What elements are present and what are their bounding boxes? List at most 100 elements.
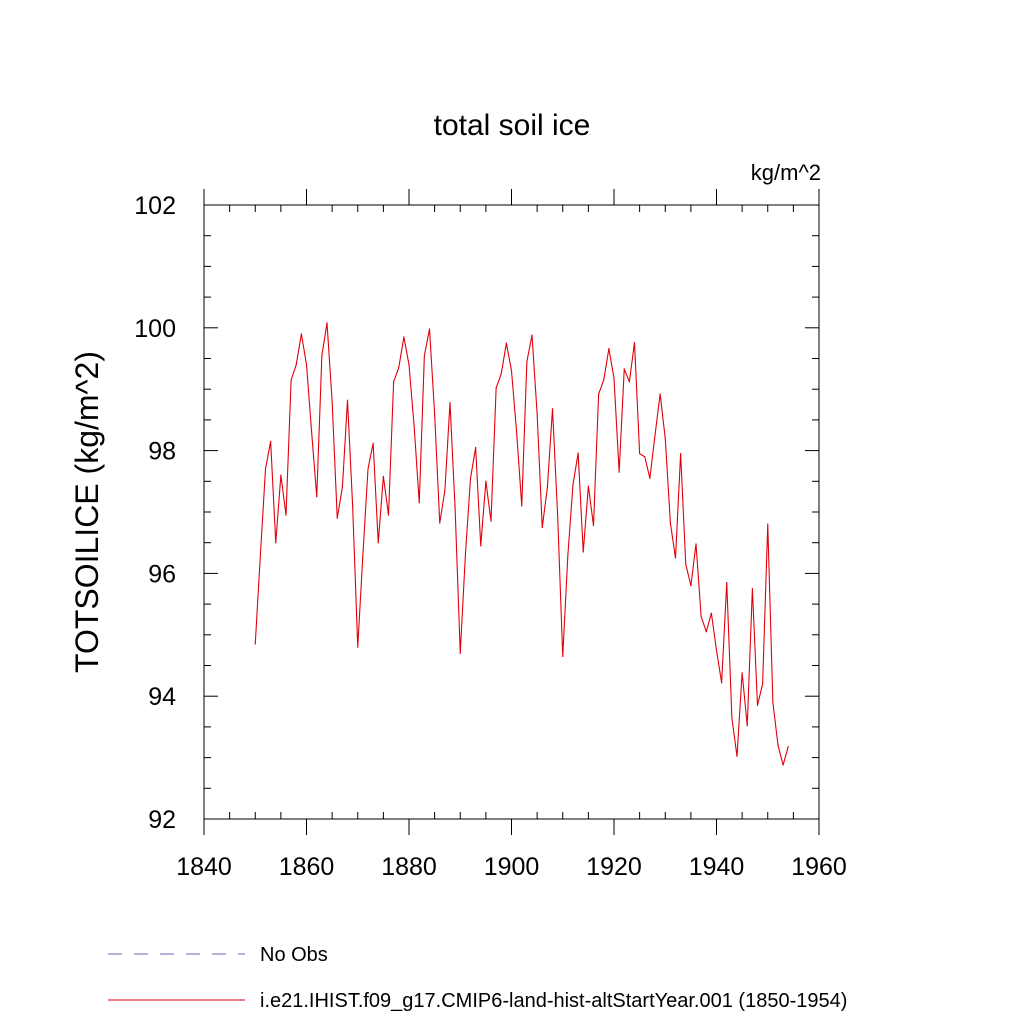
data-point bbox=[562, 655, 564, 657]
data-point bbox=[367, 468, 369, 470]
data-point bbox=[649, 477, 651, 479]
data-point bbox=[341, 486, 343, 489]
data-point bbox=[787, 745, 789, 748]
data-point bbox=[418, 502, 420, 504]
data-point bbox=[777, 744, 779, 746]
data-point bbox=[526, 360, 528, 363]
data-point bbox=[423, 354, 425, 357]
data-point bbox=[346, 399, 349, 401]
data-point bbox=[300, 333, 302, 335]
data-point bbox=[480, 545, 482, 547]
data-point bbox=[608, 348, 610, 350]
data-point bbox=[674, 557, 677, 559]
legend: No Obs i.e21.IHIST.f09_g17.CMIP6-land-his… bbox=[108, 944, 847, 1012]
data-point bbox=[603, 379, 605, 381]
data-point bbox=[731, 717, 733, 719]
data-point bbox=[572, 483, 574, 485]
data-point bbox=[505, 342, 507, 344]
data-point bbox=[623, 368, 625, 370]
data-point bbox=[639, 453, 641, 455]
data-point bbox=[464, 554, 466, 556]
x-tick-label: 1960 bbox=[791, 853, 847, 881]
data-point bbox=[690, 585, 692, 587]
data-point bbox=[280, 474, 282, 476]
y-tick-label: 102 bbox=[134, 192, 176, 220]
data-point bbox=[311, 431, 313, 433]
y-axis-label: TOTSOILICE (kg/m^2) bbox=[69, 351, 105, 673]
data-point bbox=[680, 453, 682, 455]
data-point bbox=[475, 446, 477, 449]
data-point bbox=[782, 764, 784, 766]
y-tick-label: 94 bbox=[148, 683, 176, 711]
data-point bbox=[557, 514, 559, 516]
data-point bbox=[721, 682, 723, 684]
data-point bbox=[654, 434, 656, 436]
data-point bbox=[321, 354, 323, 357]
data-point bbox=[331, 400, 333, 403]
data-point bbox=[582, 551, 584, 553]
data-point bbox=[705, 631, 707, 633]
data-point bbox=[767, 523, 769, 525]
data-point bbox=[726, 582, 728, 584]
data-point bbox=[700, 615, 702, 617]
x-tick-label: 1940 bbox=[689, 853, 745, 881]
data-point bbox=[398, 367, 400, 369]
legend-label: No Obs bbox=[260, 944, 328, 966]
data-point bbox=[751, 588, 753, 590]
data-point bbox=[285, 514, 287, 516]
data-point bbox=[664, 437, 666, 439]
data-point bbox=[587, 485, 589, 487]
data-point bbox=[459, 652, 461, 654]
data-point bbox=[259, 554, 261, 556]
data-point bbox=[336, 517, 338, 519]
data-point bbox=[352, 505, 354, 507]
data-point bbox=[357, 646, 359, 648]
data-point bbox=[434, 413, 436, 415]
data-point bbox=[270, 440, 272, 442]
data-point bbox=[316, 496, 318, 498]
data-point bbox=[326, 322, 328, 324]
data-point bbox=[254, 643, 256, 645]
data-point bbox=[633, 341, 636, 344]
y-tick-label: 100 bbox=[134, 315, 176, 343]
data-point bbox=[741, 672, 743, 674]
data-point bbox=[305, 364, 308, 366]
plot-frame bbox=[203, 204, 820, 820]
series-layer bbox=[254, 322, 789, 766]
data-point bbox=[490, 520, 492, 522]
data-point bbox=[669, 522, 671, 524]
data-point bbox=[762, 683, 764, 685]
data-point bbox=[362, 554, 364, 556]
data-point bbox=[551, 408, 554, 410]
data-point bbox=[377, 542, 379, 544]
data-point bbox=[295, 364, 297, 366]
data-point bbox=[659, 393, 661, 395]
data-point bbox=[541, 526, 543, 528]
y-tick-label: 98 bbox=[148, 438, 176, 466]
y-tick-label: 96 bbox=[148, 560, 176, 588]
data-point bbox=[485, 480, 487, 482]
data-point bbox=[387, 514, 390, 516]
data-point bbox=[695, 543, 697, 545]
x-tick-label: 1920 bbox=[586, 853, 642, 881]
data-point bbox=[495, 387, 497, 389]
data-point bbox=[403, 336, 405, 338]
chart-title: total soil ice bbox=[434, 109, 591, 142]
data-point bbox=[469, 477, 472, 479]
x-tick-label: 1900 bbox=[484, 853, 540, 881]
data-point bbox=[413, 425, 415, 427]
data-point bbox=[454, 508, 456, 510]
units-label: kg/m^2 bbox=[751, 160, 821, 185]
data-point bbox=[444, 489, 446, 492]
data-point bbox=[577, 452, 579, 454]
x-tick-label: 1880 bbox=[381, 853, 437, 881]
data-point bbox=[567, 554, 569, 556]
data-point bbox=[290, 379, 292, 381]
data-point bbox=[756, 704, 759, 707]
series-line bbox=[254, 322, 789, 766]
data-point bbox=[592, 524, 595, 527]
data-point bbox=[598, 393, 600, 395]
data-point bbox=[710, 612, 712, 614]
data-point bbox=[500, 373, 502, 375]
